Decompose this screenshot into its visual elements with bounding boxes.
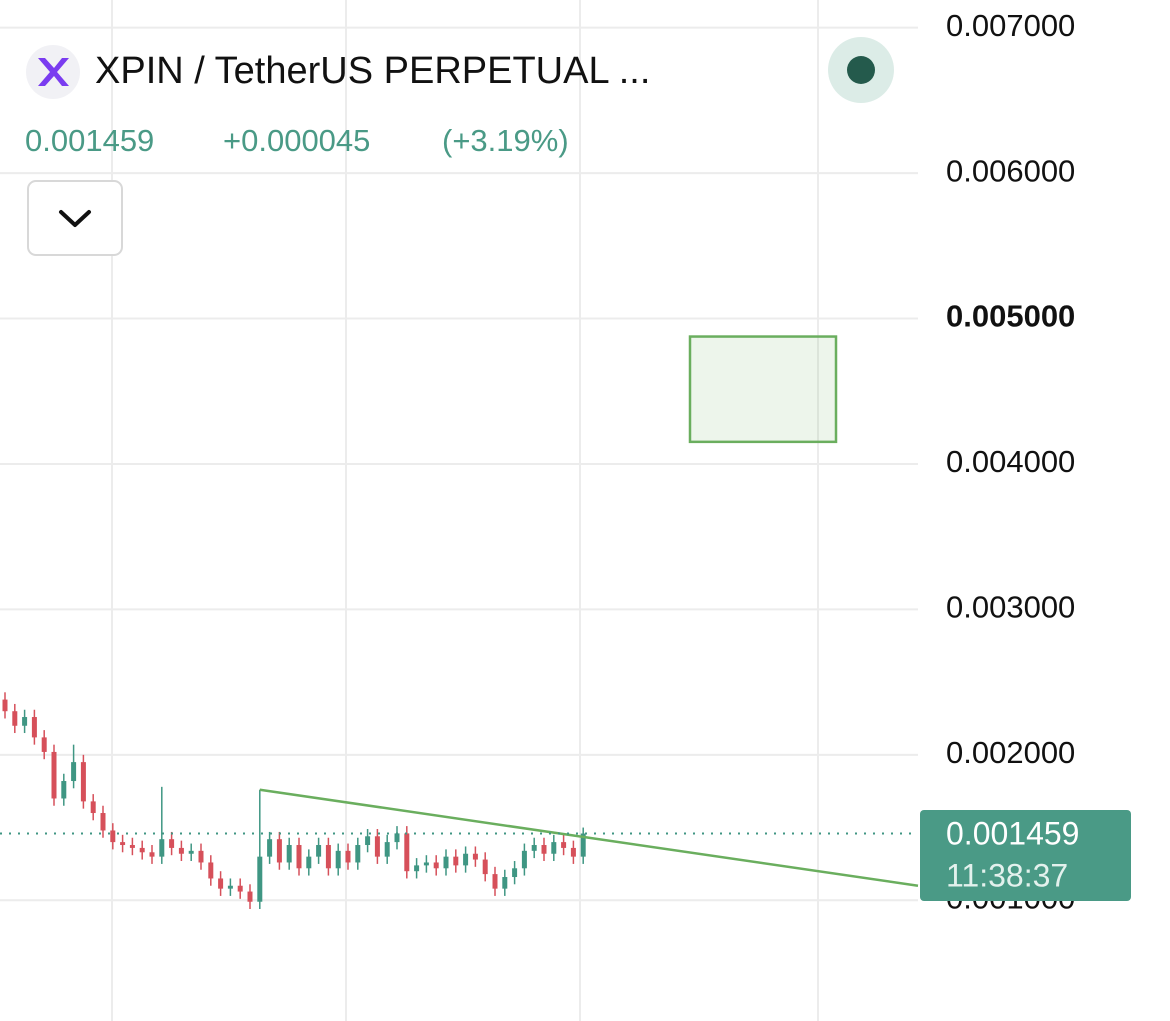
candle-body	[227, 885, 233, 889]
y-tick-label: 0.006000	[946, 153, 1075, 188]
y-tick-label: 0.002000	[946, 735, 1075, 770]
price-change: +0.000045	[223, 123, 370, 158]
candle-body	[580, 833, 586, 857]
candle-body	[453, 856, 459, 866]
candle-body	[159, 839, 165, 857]
candle-body	[276, 839, 282, 863]
candle-body	[472, 853, 478, 860]
candle-body	[169, 839, 175, 848]
candle-body	[325, 845, 331, 869]
candle-body	[384, 842, 390, 857]
candle-body	[531, 845, 537, 851]
candle-body	[306, 856, 312, 869]
candle-body	[345, 850, 351, 863]
candle-body	[296, 845, 302, 869]
candle-body	[423, 862, 429, 866]
y-tick-label: 0.007000	[946, 8, 1075, 43]
candle-body	[51, 751, 57, 799]
candle-body	[267, 839, 273, 857]
logo	[38, 58, 69, 86]
candle-body	[561, 842, 567, 848]
countdown: 11:38:37	[946, 857, 1068, 893]
candle-body	[482, 859, 488, 875]
candle-body	[71, 762, 77, 782]
candle-body	[208, 862, 214, 879]
candle-body	[237, 885, 243, 892]
candle-body	[394, 833, 400, 843]
candle-body	[198, 850, 204, 863]
last-price-box	[920, 810, 1131, 901]
price: 0.001459	[25, 123, 154, 158]
candle-body	[316, 845, 322, 857]
y-tick-label: 0.004000	[946, 444, 1075, 479]
chevron-icon	[59, 210, 91, 227]
candle-body	[110, 830, 116, 843]
candle-body	[41, 737, 47, 752]
candle-body	[90, 801, 96, 814]
candle-body	[512, 868, 518, 878]
candle-body	[355, 845, 361, 863]
candle-body	[335, 850, 341, 869]
last-price-label: 0.001459	[946, 815, 1079, 851]
candle-body	[247, 891, 253, 902]
candle-body	[2, 699, 8, 712]
candle-body	[31, 717, 37, 738]
collapse-button[interactable]	[27, 180, 123, 256]
candle-body	[61, 781, 67, 799]
candle-body	[100, 813, 106, 831]
candle-body	[120, 842, 126, 846]
candle-body	[502, 877, 508, 889]
candle-body	[149, 852, 155, 857]
candle-body	[404, 833, 410, 872]
candle-body	[365, 836, 371, 846]
candle-body	[551, 842, 557, 854]
candle-body	[80, 762, 86, 802]
candle-body	[129, 845, 135, 848]
candle-body	[541, 845, 547, 854]
candle-body	[286, 845, 292, 863]
candle-body	[12, 711, 18, 726]
candle-body	[218, 878, 224, 889]
candle-body	[22, 717, 28, 726]
candle-body	[414, 865, 420, 872]
trend-line	[259, 788, 919, 887]
zone-box	[688, 335, 838, 444]
candle-body	[139, 847, 145, 853]
candle-body	[492, 874, 498, 889]
candle-body	[257, 856, 263, 902]
y-tick-label: 0.005000	[946, 299, 1075, 334]
candle-body	[521, 850, 527, 869]
candle-body	[188, 850, 194, 854]
candle-body	[374, 836, 380, 857]
candle-body	[570, 847, 576, 857]
candle-body	[443, 856, 449, 869]
candle-body	[178, 847, 184, 854]
y-tick-label: 0.003000	[946, 590, 1075, 625]
price-change-pct: (+3.19%)	[442, 123, 569, 158]
status-dot[interactable]	[847, 56, 875, 84]
candle-body	[463, 853, 469, 866]
candle-body	[433, 862, 439, 869]
symbol-title: XPIN / TetherUS PERPETUAL ...	[95, 50, 650, 92]
